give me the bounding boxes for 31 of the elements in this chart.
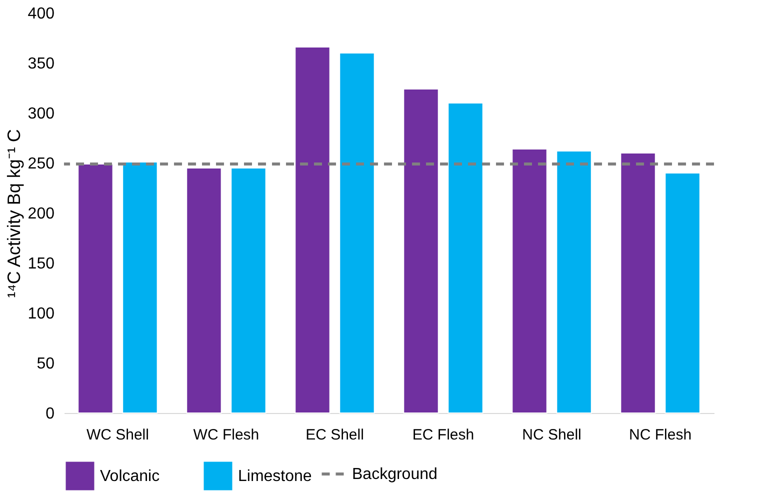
x-tick-label: EC Shell [306, 426, 364, 444]
y-tick-label: 250 [28, 156, 55, 172]
y-tick-label: 0 [46, 406, 55, 422]
bar [448, 102, 484, 414]
x-tick-label: EC Flesh [412, 426, 474, 444]
legend-label: Limestone [238, 468, 312, 485]
x-tick-label: WC Flesh [193, 426, 260, 444]
bar [122, 162, 158, 414]
bar [556, 150, 592, 414]
x-tick-label: WC Shell [86, 426, 149, 444]
legend-label: Volcanic [100, 468, 160, 485]
bar [294, 46, 330, 414]
y-axis-title: ¹⁴C Activity Bq kg⁻¹ C [4, 129, 24, 298]
x-tick-label: NC Flesh [629, 426, 692, 444]
y-tick-label: 150 [28, 256, 55, 272]
y-tick-label: 350 [28, 56, 55, 72]
legend-label: Background [352, 466, 438, 483]
bar [512, 148, 548, 414]
y-tick-label: 400 [28, 6, 55, 22]
bar [403, 88, 439, 414]
y-tick-label: 100 [28, 306, 55, 322]
bar [78, 164, 114, 414]
x-tick-label: NC Shell [522, 426, 582, 444]
bar [230, 168, 266, 414]
y-tick-label: 200 [28, 206, 55, 222]
bar [620, 152, 656, 414]
bar [664, 172, 700, 414]
bar [186, 168, 222, 414]
y-tick-label: 300 [28, 106, 55, 122]
bar [339, 52, 375, 414]
y-tick-label: 50 [36, 356, 55, 372]
